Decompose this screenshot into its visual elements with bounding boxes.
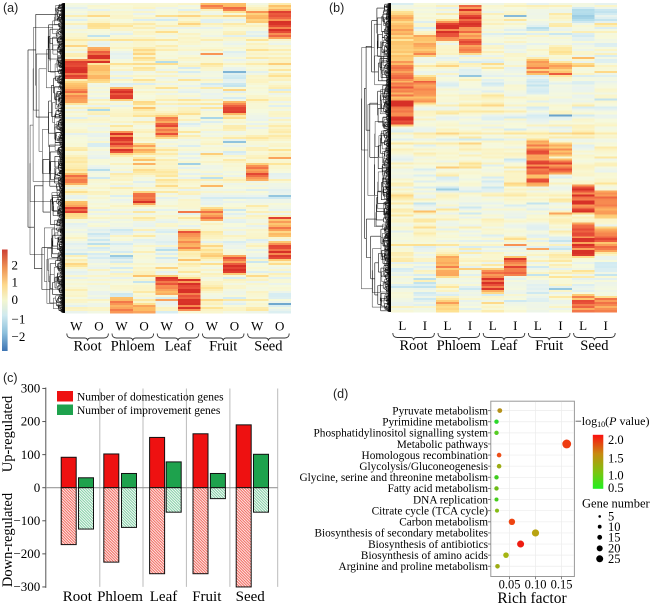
svg-text:−300: −300 bbox=[13, 579, 40, 594]
svg-text:Leaf: Leaf bbox=[491, 338, 518, 354]
svg-text:15: 15 bbox=[608, 531, 621, 545]
svg-text:Phloem: Phloem bbox=[437, 338, 482, 354]
svg-text:−100: −100 bbox=[13, 513, 40, 528]
svg-text:10: 10 bbox=[608, 520, 621, 534]
svg-text:L: L bbox=[444, 318, 452, 333]
svg-text:2: 2 bbox=[12, 257, 19, 272]
svg-text:I: I bbox=[513, 318, 517, 333]
svg-text:(a): (a) bbox=[3, 1, 18, 15]
svg-text:300: 300 bbox=[21, 381, 41, 396]
svg-text:L: L bbox=[534, 318, 542, 333]
svg-text:Biosynthesis of secondary meta: Biosynthesis of secondary metabolites bbox=[314, 528, 488, 540]
svg-text:−200: −200 bbox=[13, 546, 40, 561]
svg-text:Homologous recombination: Homologous recombination bbox=[362, 450, 489, 462]
svg-text:Pyruvate metabolism: Pyruvate metabolism bbox=[392, 405, 488, 417]
svg-text:Seed: Seed bbox=[580, 338, 609, 354]
svg-text:2.0: 2.0 bbox=[608, 433, 624, 447]
svg-text:Up-regulated: Up-regulated bbox=[0, 395, 16, 472]
svg-text:Glycolysis/Gluconeogenesis: Glycolysis/Gluconeogenesis bbox=[359, 461, 488, 473]
svg-text:0.10: 0.10 bbox=[525, 578, 547, 592]
svg-text:DNA replication: DNA replication bbox=[413, 494, 488, 506]
svg-text:−1: −1 bbox=[12, 312, 26, 327]
svg-text:I: I bbox=[468, 318, 472, 333]
svg-text:Fruit: Fruit bbox=[535, 338, 563, 354]
svg-text:Metabolic pathways: Metabolic pathways bbox=[397, 439, 488, 451]
svg-text:L: L bbox=[579, 318, 587, 333]
svg-text:Citrate cycle (TCA cycle): Citrate cycle (TCA cycle) bbox=[372, 505, 489, 517]
svg-text:0.5: 0.5 bbox=[608, 481, 624, 495]
svg-text:1.0: 1.0 bbox=[608, 469, 624, 483]
svg-text:Glycine, serine and threonine: Glycine, serine and threonine metabolism bbox=[299, 472, 488, 484]
svg-text:Number of improvement genes: Number of improvement genes bbox=[77, 405, 221, 417]
svg-text:L: L bbox=[398, 318, 406, 333]
svg-text:200: 200 bbox=[21, 414, 41, 429]
svg-text:25: 25 bbox=[608, 552, 621, 566]
svg-text:Phosphatidylinositol signallin: Phosphatidylinositol signalling system bbox=[314, 428, 489, 440]
svg-text:Fruit: Fruit bbox=[209, 339, 237, 355]
svg-text:W: W bbox=[206, 319, 219, 334]
svg-text:Arginine and proline metabolis: Arginine and proline metabolism bbox=[339, 561, 489, 573]
svg-text:Phloem: Phloem bbox=[97, 589, 143, 605]
svg-text:(d): (d) bbox=[333, 387, 348, 401]
svg-text:O: O bbox=[275, 319, 284, 334]
svg-text:L: L bbox=[489, 318, 497, 333]
svg-text:1.5: 1.5 bbox=[608, 451, 624, 465]
svg-text:O: O bbox=[185, 319, 194, 334]
svg-text:20: 20 bbox=[608, 542, 621, 556]
svg-text:Phloem: Phloem bbox=[111, 339, 156, 355]
svg-text:O: O bbox=[94, 319, 103, 334]
svg-text:I: I bbox=[423, 318, 427, 333]
svg-text:Root: Root bbox=[399, 338, 427, 354]
svg-text:W: W bbox=[70, 319, 83, 334]
svg-text:O: O bbox=[230, 319, 239, 334]
svg-text:Fruit: Fruit bbox=[192, 589, 222, 605]
svg-text:Leaf: Leaf bbox=[165, 339, 192, 355]
svg-text:Pyrimidine metabolism: Pyrimidine metabolism bbox=[382, 417, 488, 429]
svg-text:0: 0 bbox=[12, 292, 19, 307]
svg-text:W: W bbox=[161, 319, 174, 334]
svg-text:1: 1 bbox=[12, 275, 19, 290]
svg-text:W: W bbox=[251, 319, 264, 334]
svg-text:(c): (c) bbox=[3, 371, 18, 385]
svg-text:Leaf: Leaf bbox=[150, 589, 177, 605]
svg-text:−log10(P value): −log10(P value) bbox=[575, 414, 649, 429]
svg-text:Biosynthesis of amino acids: Biosynthesis of amino acids bbox=[361, 550, 488, 562]
svg-text:Down-regulated: Down-regulated bbox=[0, 492, 16, 587]
svg-text:Gene number: Gene number bbox=[582, 497, 650, 511]
svg-text:(b): (b) bbox=[329, 1, 344, 15]
svg-text:I: I bbox=[558, 318, 562, 333]
svg-text:5: 5 bbox=[608, 510, 614, 524]
svg-text:O: O bbox=[139, 319, 148, 334]
svg-text:I: I bbox=[604, 318, 608, 333]
svg-text:Number of domestication genes: Number of domestication genes bbox=[77, 392, 224, 404]
svg-text:Root: Root bbox=[63, 589, 93, 605]
svg-text:W: W bbox=[115, 319, 128, 334]
svg-text:−2: −2 bbox=[12, 329, 26, 344]
svg-text:Root: Root bbox=[73, 339, 101, 355]
svg-text:Seed: Seed bbox=[254, 339, 283, 355]
svg-text:Seed: Seed bbox=[236, 589, 266, 605]
svg-text:0.05: 0.05 bbox=[499, 578, 521, 592]
svg-text:0.15: 0.15 bbox=[551, 578, 573, 592]
svg-text:Carbon metabolism: Carbon metabolism bbox=[399, 517, 488, 529]
svg-text:Rich factor: Rich factor bbox=[497, 590, 567, 605]
svg-text:100: 100 bbox=[21, 447, 41, 462]
svg-text:Fatty acid metabolism: Fatty acid metabolism bbox=[388, 483, 489, 495]
svg-text:Biosynthesis of antibiotics: Biosynthesis of antibiotics bbox=[368, 539, 488, 551]
svg-text:0: 0 bbox=[34, 480, 41, 495]
